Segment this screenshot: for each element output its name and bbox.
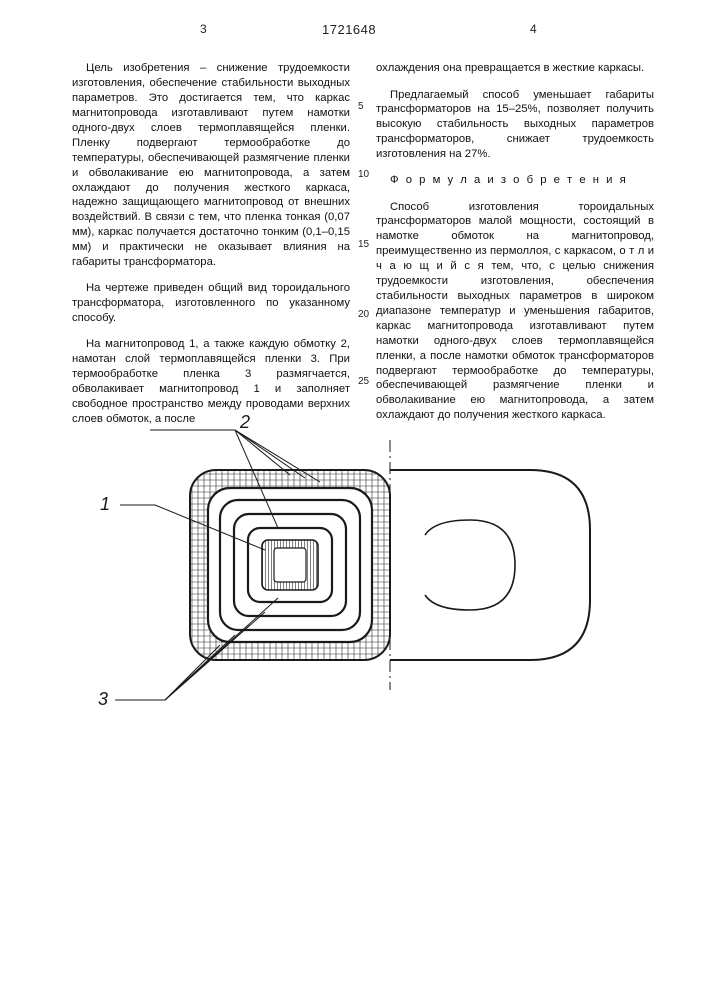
left-para-3: На магнитопровод 1, а также каждую обмот… (72, 337, 350, 426)
label-3: 3 (98, 689, 108, 709)
page: 3 1721648 4 Цель изобретения – снижение … (0, 0, 707, 1000)
label-1: 1 (100, 494, 110, 514)
right-para-3: Способ изготовления тороидальных трансфо… (376, 200, 654, 424)
page-number-left: 3 (200, 22, 207, 36)
line-mark: 5 (358, 100, 364, 113)
right-column: охлаждения она превращается в жесткие ка… (376, 50, 654, 438)
left-para-1: Цель изобретения – снижение трудоемкости… (72, 61, 350, 270)
line-mark: 15 (358, 238, 369, 251)
right-outline (390, 470, 590, 660)
label-2: 2 (239, 412, 250, 432)
formula-title: Ф о р м у л а и з о б р е т е н и я (376, 173, 654, 188)
right-hole (425, 520, 515, 610)
figure-svg: 2 1 3 (90, 420, 630, 720)
right-para-1: охлаждения она превращается в жесткие ка… (376, 61, 654, 76)
core-hole (274, 548, 306, 582)
line-mark: 20 (358, 308, 369, 321)
line-mark: 25 (358, 375, 369, 388)
leader-2a (235, 430, 290, 475)
left-column: Цель изобретения – снижение трудоемкости… (72, 50, 350, 438)
line-mark: 10 (358, 168, 369, 181)
document-number: 1721648 (322, 22, 376, 37)
left-para-2: На чертеже приведен общий вид тороидальн… (72, 281, 350, 326)
page-number-right: 4 (530, 22, 537, 36)
right-para-2: Предлагаемый способ уменьшает габариты т… (376, 88, 654, 163)
transformer-figure: 2 1 3 (90, 420, 630, 720)
